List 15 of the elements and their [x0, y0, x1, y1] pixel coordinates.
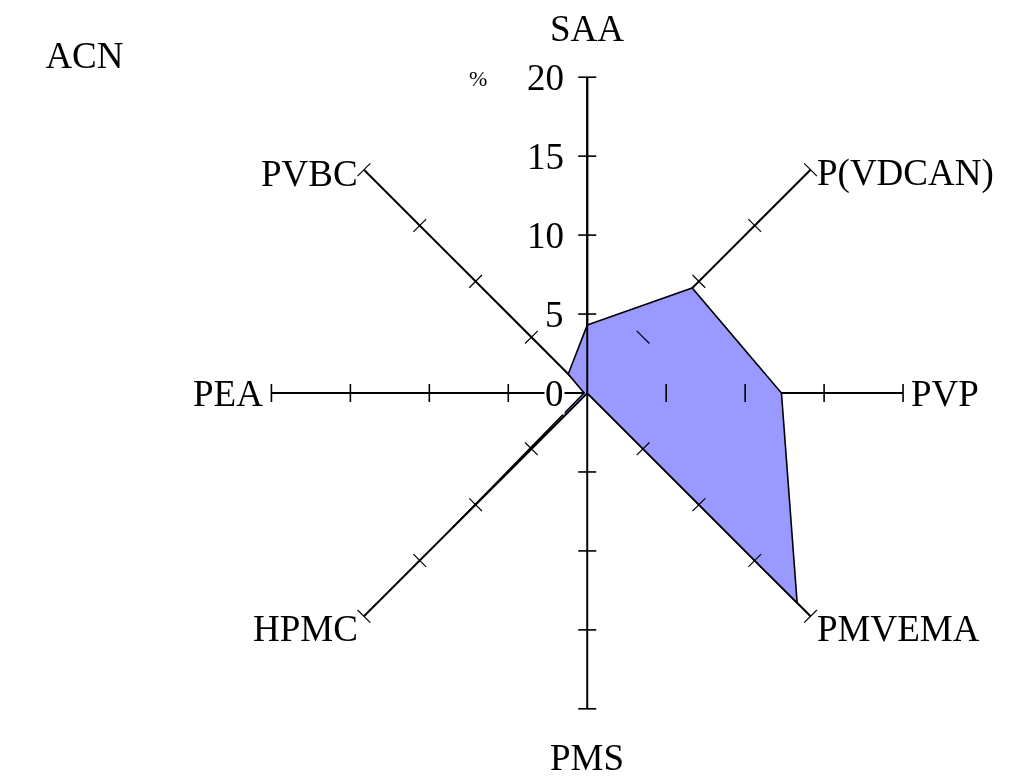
y-tick-label: 20 [527, 57, 564, 98]
spoke-label: PEA [193, 373, 264, 414]
text: ACN [45, 34, 124, 76]
y-tick-label: 10 [527, 215, 564, 256]
spoke-label: PMVEMA [817, 608, 980, 649]
y-tick-label: 15 [527, 136, 564, 177]
y-tick-label: 5 [545, 294, 564, 335]
y-tick-label: 0 [545, 373, 564, 414]
spoke-label: P(VDCAN) [817, 152, 994, 194]
spoke-label: PVP [911, 373, 979, 414]
text: % [469, 66, 488, 91]
spoke-label: PMS [550, 737, 625, 778]
spoke-label: PVBC [261, 153, 358, 194]
spoke-label: HPMC [253, 608, 358, 649]
spoke-label: SAA [550, 8, 625, 49]
